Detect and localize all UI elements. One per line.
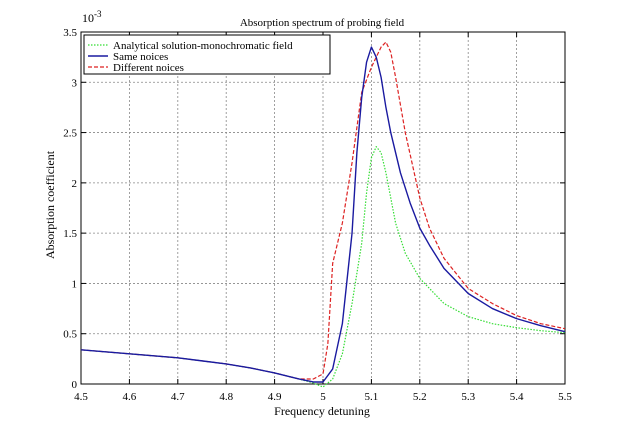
series-line-2 [80,46,566,383]
y-axis-multiplier: 10-3 [82,9,102,25]
series-line-3 [80,41,566,380]
x-tick-label: 5.1 [365,391,379,403]
axis-ticks: 4.5 4.6 4.7 4.8 4.9 5 5.1 5.2 5.3 5.4 5.5 0 0.5 1 1.5 2… [63,27,572,403]
grid [81,32,565,384]
x-tick-label: 5 [320,391,326,403]
x-tick-label: 5.3 [461,391,475,403]
y-tick-label: 0.5 [63,329,77,341]
legend-label-3: Different noices [113,62,184,74]
legend-label-1: Analytical solution-monochromatic field [113,40,293,52]
x-tick-label: 4.5 [74,391,88,403]
chart-title: Absorption spectrum of probing field [240,17,405,29]
y-tick-label: 0 [72,379,78,391]
x-tick-label: 4.6 [123,391,137,403]
y-axis-title: Absorption coefficient [43,150,57,259]
y-tick-label: 3.5 [63,27,77,39]
y-tick-label: 2 [72,178,78,190]
y-tick-label: 3 [72,77,78,89]
x-tick-label: 5.2 [413,391,427,403]
y-tick-label: 1.5 [63,228,77,240]
x-tick-label: 4.7 [171,391,185,403]
x-axis-title: Frequency detuning [274,404,370,418]
x-tick-label: 5.5 [558,391,572,403]
y-tick-label: 2.5 [63,128,77,140]
y-tick-label: 1 [72,278,78,290]
legend-label-2: Same noices [113,51,168,63]
legend: Analytical solution-monochromatic fieldS… [83,34,331,75]
x-tick-label: 4.9 [268,391,282,403]
x-tick-label: 5.4 [510,391,524,403]
series-lines [80,41,566,388]
legend-box [83,34,331,75]
x-tick-label: 4.8 [219,391,233,403]
